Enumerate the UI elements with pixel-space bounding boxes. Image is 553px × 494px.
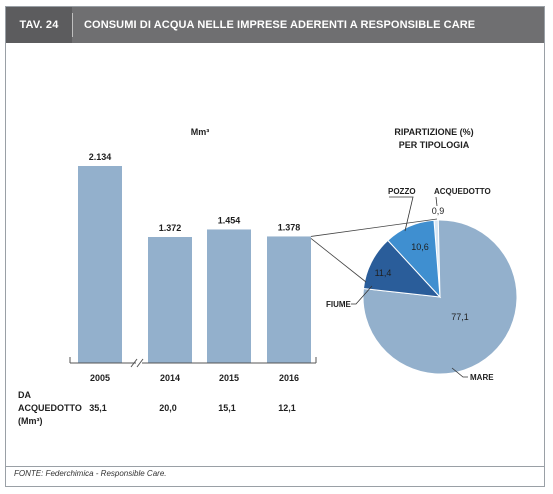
- pie-category-label-fiume: FIUME: [326, 300, 352, 309]
- pie-value-label-pozzo: 10,6: [411, 242, 429, 252]
- connector-line-bottom: [310, 238, 367, 283]
- bar-2015: [207, 229, 251, 363]
- bar-unit-label: Mm³: [191, 127, 210, 137]
- pie-category-label-mare: MARE: [470, 373, 494, 382]
- acquedotto-row-label-1: ACQUEDOTTO: [18, 403, 82, 413]
- acquedotto-value-2016: 12,1: [278, 403, 296, 413]
- table-title: CONSUMI DI ACQUA NELLE IMPRESE ADERENTI …: [84, 19, 476, 31]
- pie-value-label-acquedotto: 0,9: [432, 206, 445, 216]
- pie-category-label-acquedotto: ACQUEDOTTO: [434, 187, 491, 196]
- table-header: TAV. 24 CONSUMI DI ACQUA NELLE IMPRESE A…: [6, 7, 544, 43]
- bar-2016: [267, 236, 311, 363]
- bar-value-label-2014: 1.372: [159, 223, 182, 233]
- leader-line-pozzo: [389, 196, 414, 232]
- leader-line-fiume: [351, 285, 373, 305]
- x-tick-label-2014: 2014: [160, 373, 180, 383]
- acquedotto-value-2005: 35,1: [89, 403, 107, 413]
- pie-slice-pozzo: [387, 219, 441, 299]
- pie-title-1: PER TIPOLOGIA: [399, 140, 470, 150]
- bar-2005: [78, 166, 122, 363]
- table-number: TAV. 24: [6, 7, 72, 43]
- footer-divider: [6, 466, 544, 467]
- source-note: FONTE: Federchimica - Responsible Care.: [14, 469, 167, 478]
- x-tick-label-2015: 2015: [219, 373, 239, 383]
- bar-value-label-2005: 2.134: [89, 152, 112, 162]
- acquedotto-row-label-2: (Mm³): [18, 416, 43, 426]
- bar-value-label-2016: 1.378: [278, 222, 301, 232]
- bar-value-label-2015: 1.454: [218, 215, 241, 225]
- pie-category-label-pozzo: POZZO: [388, 187, 416, 196]
- acquedotto-row-label-0: DA: [18, 390, 31, 400]
- x-tick-label-2016: 2016: [279, 373, 299, 383]
- acquedotto-value-2014: 20,0: [159, 403, 177, 413]
- axis-break-mark-2: [136, 358, 144, 368]
- connector-line-top: [310, 218, 438, 237]
- pie-value-label-mare: 77,1: [451, 312, 469, 322]
- leader-line-mare: [451, 367, 468, 378]
- x-tick-label-2005: 2005: [90, 373, 110, 383]
- pie-title-0: RIPARTIZIONE (%): [394, 127, 473, 137]
- pie-value-label-fiume: 11,4: [375, 268, 392, 278]
- header-separator: [72, 13, 73, 37]
- bar-2014: [148, 237, 192, 363]
- leader-line-acquedotto: [435, 196, 438, 207]
- axis-break-mark-1: [130, 358, 138, 368]
- acquedotto-value-2015: 15,1: [218, 403, 236, 413]
